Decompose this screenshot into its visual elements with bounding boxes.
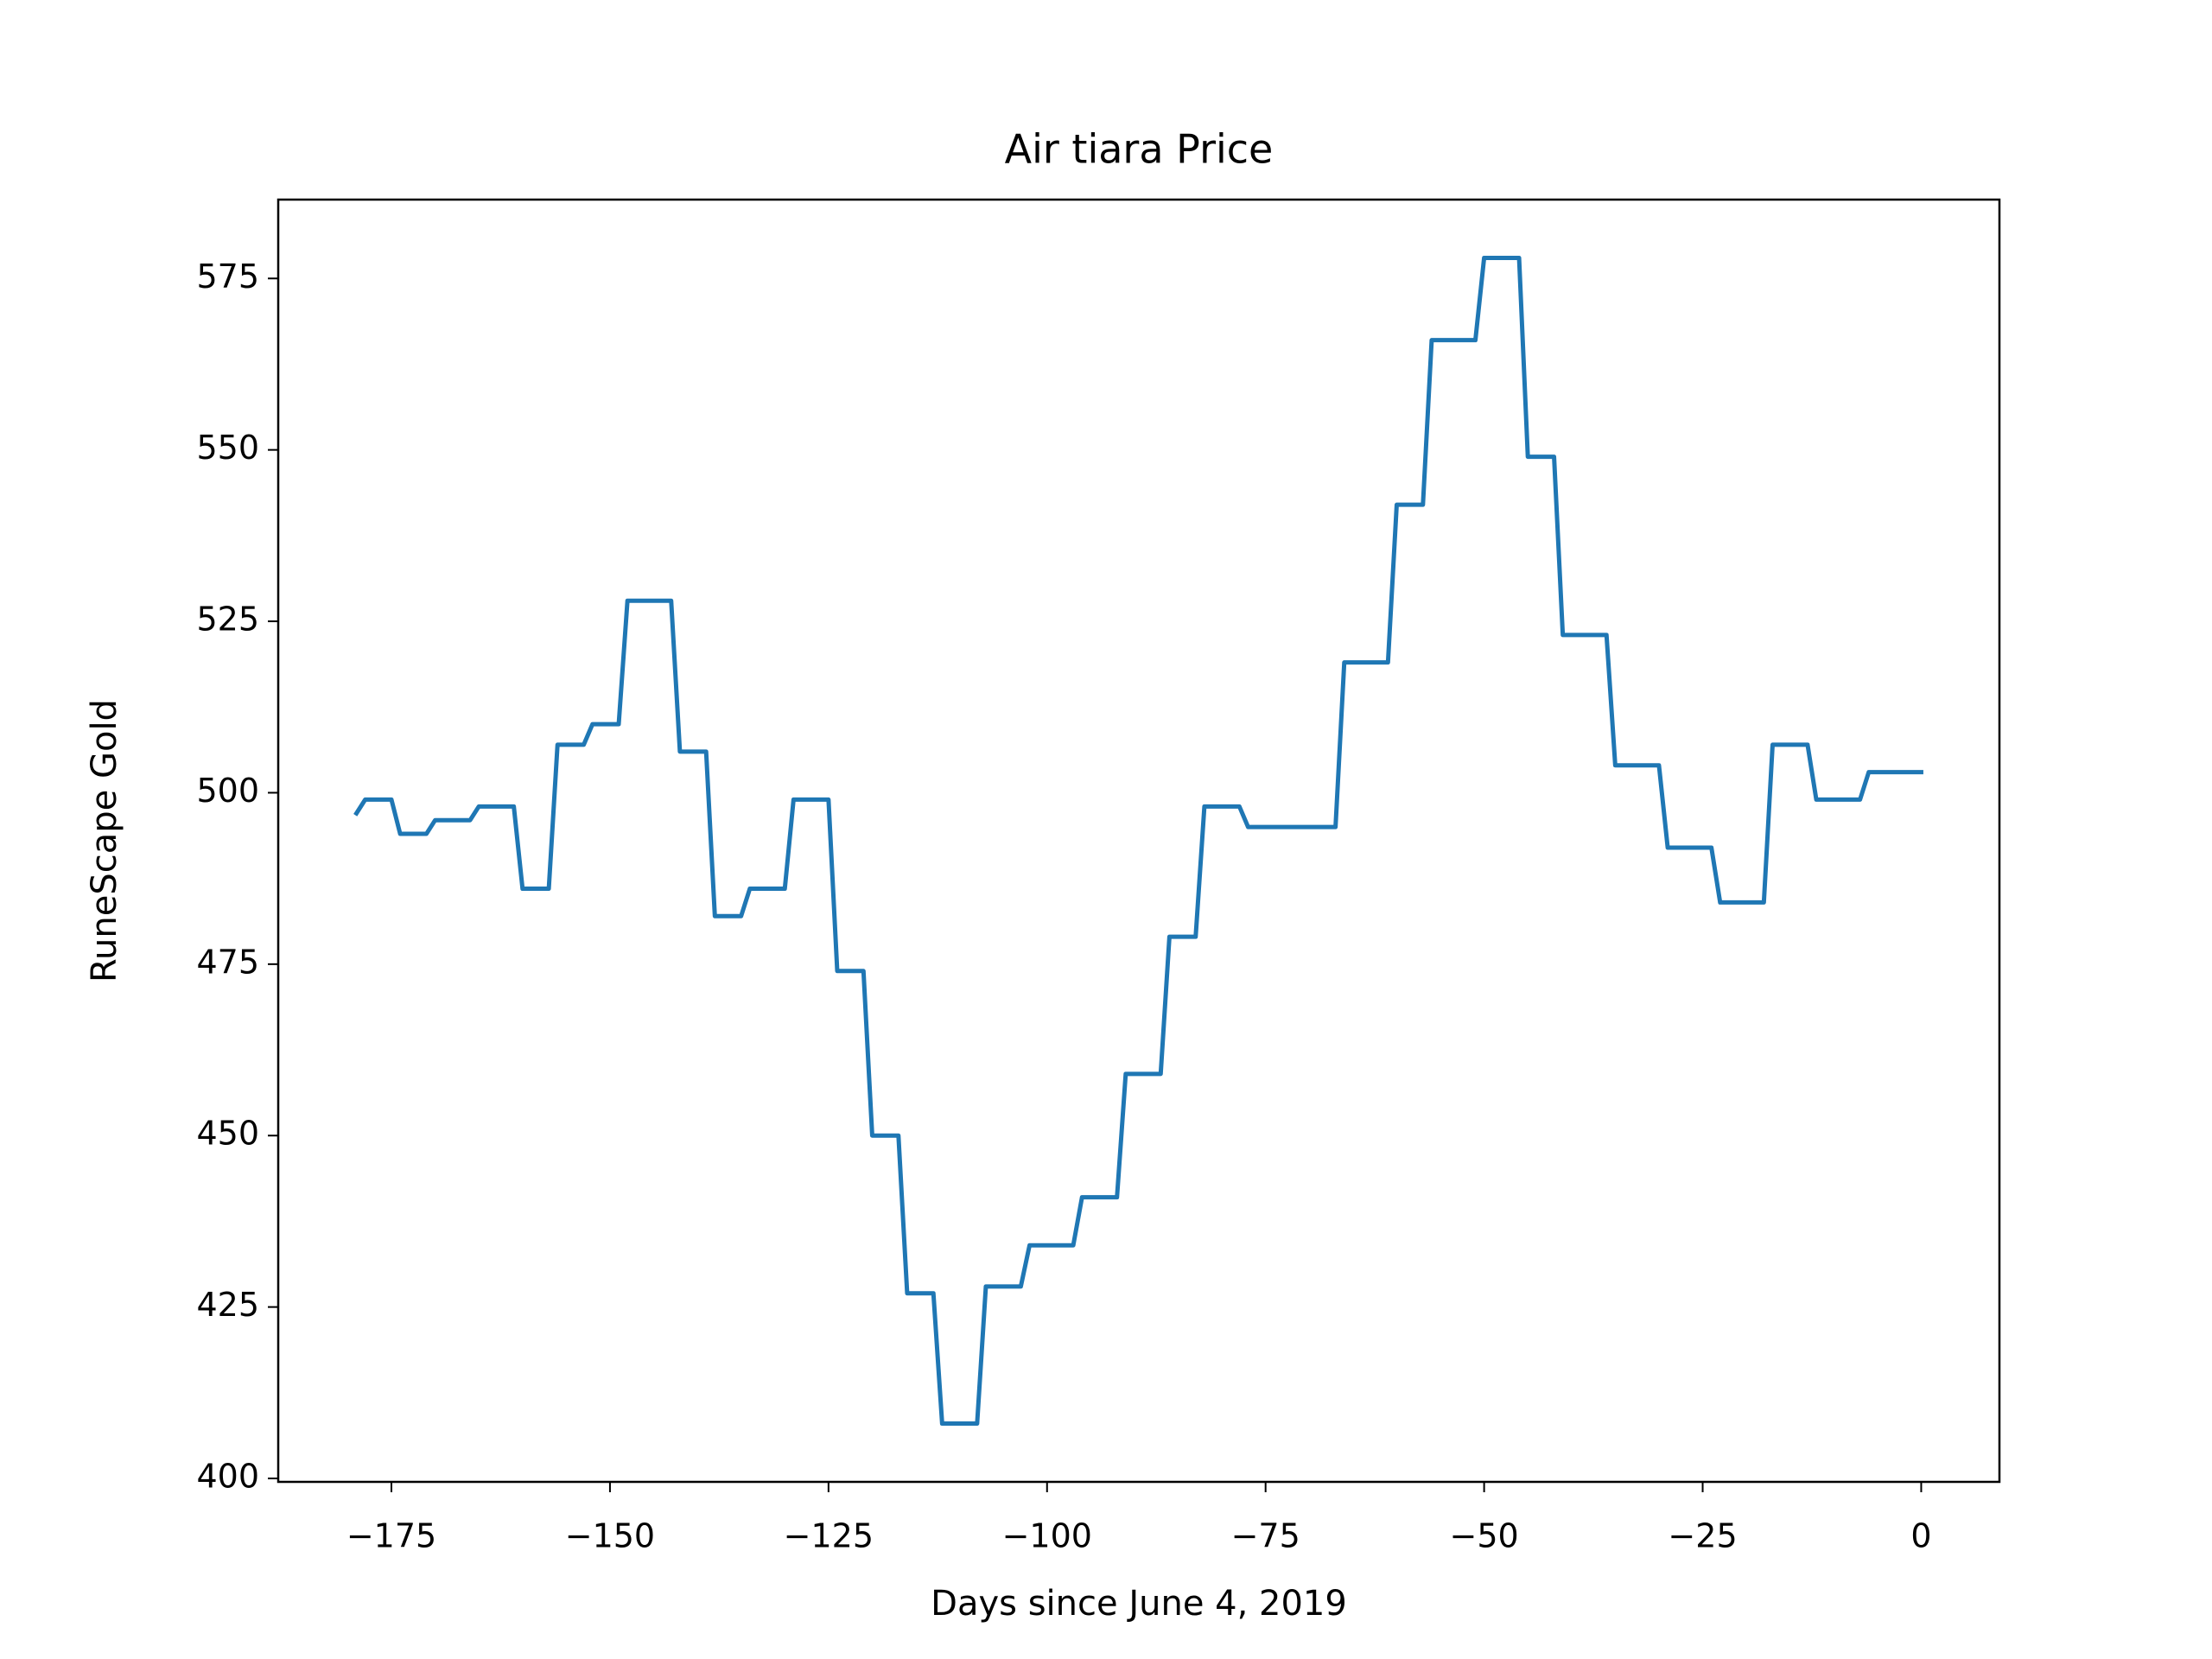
y-tick-label: 450 [196, 1115, 259, 1153]
x-tick-label: −125 [784, 1517, 874, 1555]
x-tick-label: −100 [1002, 1517, 1092, 1555]
x-tick-label: −75 [1231, 1517, 1300, 1555]
x-tick-label: −50 [1450, 1517, 1519, 1555]
y-tick-label: 400 [196, 1458, 259, 1496]
axes-frame [276, 198, 2001, 1484]
y-tick-label: 425 [196, 1286, 259, 1324]
y-axis-label: RuneScape Gold [85, 699, 124, 982]
y-tick-label: 500 [196, 772, 259, 810]
x-axis-label: Days since June 4, 2019 [931, 1584, 1347, 1624]
x-tick-label: −150 [565, 1517, 655, 1555]
y-tick-label: 475 [196, 943, 259, 981]
x-tick-label: 0 [1910, 1517, 1931, 1555]
x-tick-label: −175 [346, 1517, 436, 1555]
y-tick-label: 550 [196, 429, 259, 467]
y-tick-label: 525 [196, 601, 259, 639]
chart-title: Air tiara Price [1005, 126, 1274, 173]
y-tick-label: 575 [196, 257, 259, 296]
price-line [353, 255, 1923, 1427]
x-tick-label: −25 [1668, 1517, 1737, 1555]
